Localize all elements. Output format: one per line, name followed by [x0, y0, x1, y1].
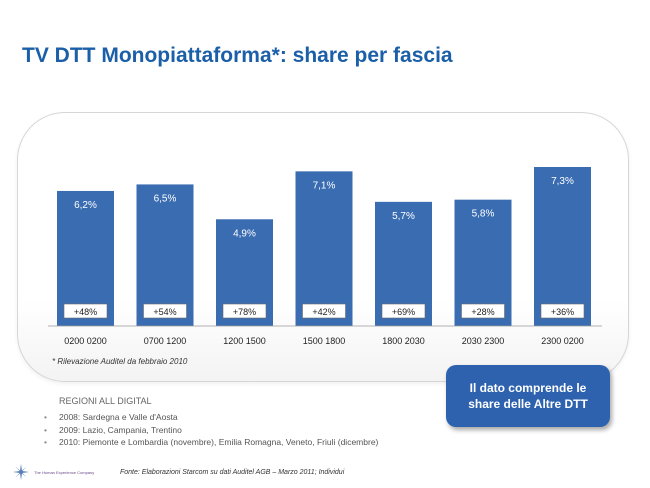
category-tick-label: 1800 2030: [382, 336, 425, 346]
source-note: Fonte: Elaborazioni Starcom su dati Audi…: [120, 469, 345, 476]
growth-label: +28%: [471, 307, 494, 317]
bar-value-label: 7,3%: [551, 176, 574, 187]
bar-value-label: 5,7%: [392, 211, 415, 222]
chart-bar: [136, 184, 194, 326]
category-tick-label: 0200 0200: [64, 336, 107, 346]
callout-box: Il dato comprende le share delle Altre D…: [446, 365, 610, 427]
chart-bar: [295, 171, 353, 326]
regions-item: • 2008: Sardegna e Valle d'Aosta: [44, 411, 378, 424]
regions-title: REGIONI ALL DIGITAL: [59, 396, 152, 406]
growth-label-box: [381, 303, 426, 319]
chart-bar: [534, 167, 591, 326]
bar-value-label: 6,5%: [154, 193, 177, 204]
category-tick-label: 2030 2300: [462, 336, 505, 346]
callout-line-2: share delle Altre DTT: [468, 397, 588, 411]
regions-item-text: 2010: Piemonte e Lombardia (novembre), E…: [59, 437, 379, 447]
regions-item: • 2009: Lazio, Campania, Trentino: [44, 424, 378, 437]
logo-text: The Human Experience Company: [34, 469, 95, 475]
growth-label-box: [63, 303, 108, 319]
regions-list: • 2008: Sardegna e Valle d'Aosta • 2009: L…: [44, 411, 378, 449]
category-tick-label: 1200 1500: [223, 336, 266, 346]
growth-label-box: [302, 303, 346, 319]
category-tick-label: 0700 1200: [144, 336, 187, 346]
growth-label: +42%: [312, 307, 335, 317]
bar-value-label: 4,9%: [233, 228, 256, 239]
bullet-icon: •: [44, 412, 47, 422]
growth-label-box: [540, 303, 585, 319]
growth-label-box: [461, 303, 505, 319]
page-title: TV DTT Monopiattaforma*: share per fasci…: [22, 44, 453, 67]
growth-label: +36%: [551, 307, 574, 317]
category-tick-label: 2300 0200: [541, 336, 584, 346]
callout-line-1: Il dato comprende le: [469, 381, 587, 395]
regions-item: • 2010: Piemonte e Lombardia (novembre), …: [44, 436, 378, 449]
starburst-logo-icon: [12, 463, 30, 481]
growth-label: +48%: [74, 307, 97, 317]
growth-label-box: [222, 303, 267, 319]
bullet-icon: •: [44, 424, 47, 435]
bar-value-label: 6,2%: [74, 200, 97, 211]
regions-item-text: 2009: Lazio, Campania, Trentino: [59, 424, 182, 435]
bar-value-label: 7,1%: [313, 180, 336, 191]
category-tick-label: 1500 1800: [303, 336, 346, 346]
footnote: * Rilevazione Auditel da febbraio 2010: [52, 357, 188, 366]
chart-bar: [57, 190, 114, 326]
growth-label: +69%: [392, 307, 415, 317]
growth-label-box: [143, 303, 187, 319]
bullet-icon: •: [44, 437, 47, 447]
company-logo: The Human Experience Company: [12, 463, 94, 481]
growth-label: +78%: [233, 307, 256, 317]
growth-label: +54%: [153, 307, 176, 317]
bar-value-label: 5,8%: [472, 209, 495, 220]
regions-item-text: 2008: Sardegna e Valle d'Aosta: [59, 412, 178, 422]
